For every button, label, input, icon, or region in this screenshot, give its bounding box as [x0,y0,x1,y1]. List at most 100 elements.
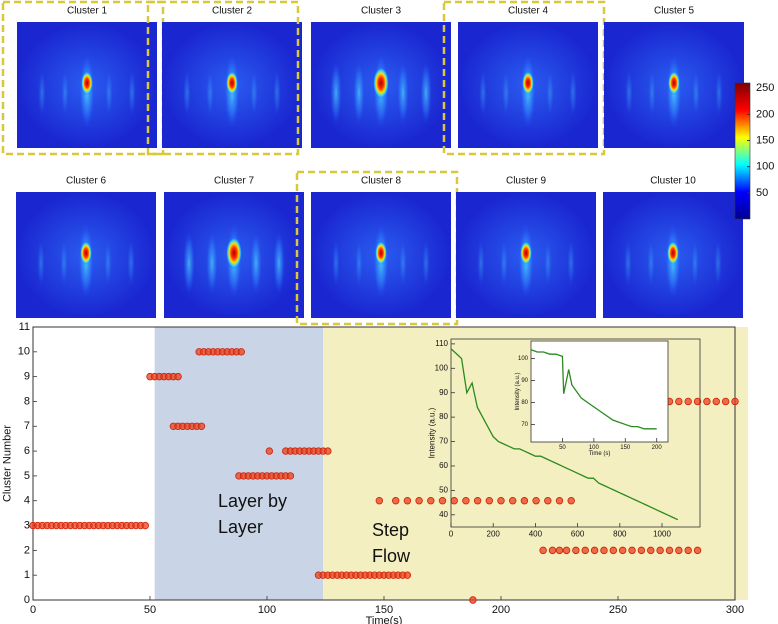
y-tick-label: 80 [521,400,528,406]
data-point [572,546,580,555]
diffraction-streak [250,69,258,117]
diffraction-streak [355,239,363,287]
data-point [532,497,540,505]
diffraction-streak [397,61,409,125]
y-tick-label: 4 [24,495,30,507]
x-tick-label: 50 [144,604,156,616]
specular-spot [373,67,389,99]
colorbar [734,82,751,220]
data-point [141,521,150,530]
diffraction-streak [647,239,655,287]
y-tick-label: 10 [18,346,30,358]
diffraction-streak [692,69,700,117]
data-point [581,546,589,555]
region-label: Layer by [218,491,287,511]
diffraction-streak [479,69,487,117]
diffraction-streak [422,239,430,287]
y-tick-label: 100 [518,356,529,362]
data-point [539,546,547,555]
data-point [324,447,332,455]
data-point [462,497,470,505]
x-tick-label: 50 [559,445,566,451]
diffraction-streak [715,69,723,117]
panel-title: Cluster 5 [654,6,694,17]
panel-title: Cluster 7 [214,176,254,187]
diffraction-streak [60,239,68,287]
diffraction-streak [691,239,699,287]
x-tick-label: 0 [30,604,36,616]
data-point [562,546,571,555]
data-point [403,571,412,579]
diffraction-streak [546,69,554,117]
y-axis-label: Intensity (a.u.) [515,372,521,410]
diffraction-streak [569,69,577,117]
data-point [590,546,599,555]
y-tick-label: 70 [521,422,528,428]
data-point [403,497,412,505]
diffraction-streak [206,69,214,117]
data-point [600,546,608,555]
x-tick-label: 800 [613,529,627,538]
specular-spot [81,71,93,95]
diffraction-streak [37,239,45,287]
specular-spot [520,241,532,265]
diffraction-streak [104,239,112,287]
inset-background [531,341,668,442]
colorbar-tick-label: 200 [756,108,774,120]
region-label: Flow [372,546,411,566]
panel-title: Cluster 1 [67,6,107,17]
data-point [415,497,423,505]
data-point [656,546,664,555]
panel-title: Cluster 8 [361,176,401,187]
data-point [647,546,655,555]
data-point [174,372,182,381]
data-point [684,397,692,406]
x-tick-label: 600 [571,529,585,538]
data-point [450,497,458,505]
data-point [438,497,447,505]
data-point [392,497,400,505]
x-axis-label: Time (s) [589,451,611,457]
panel-title: Cluster 4 [508,6,548,17]
data-point [265,447,274,455]
specular-spot [80,241,92,265]
x-tick-label: 400 [529,529,543,538]
data-point [675,397,683,406]
diffraction-streak [625,69,633,117]
data-point [637,546,646,555]
y-tick-label: 40 [439,510,448,519]
specular-spot [226,71,238,95]
colorbar-tick-label: 150 [756,134,774,146]
data-point [721,397,730,406]
data-point [618,546,627,555]
data-point [497,497,505,505]
data-point [665,546,674,555]
diffraction-streak [624,239,632,287]
y-tick-label: 6 [24,445,30,457]
y-axis-label: Cluster Number [2,425,14,502]
diffraction-streak [544,239,552,287]
y-tick-label: 11 [19,321,30,333]
region-label: Layer [218,517,263,537]
panel-title: Cluster 3 [361,6,401,17]
diffraction-streak [183,69,191,117]
y-tick-label: 70 [439,437,448,446]
diffraction-streak [420,61,432,125]
intensity-line [530,349,657,430]
region-shade [154,327,324,600]
diffraction-streak [353,61,365,125]
data-point [693,397,702,406]
x-tick-label: 200 [652,445,663,451]
data-point [485,497,493,505]
colorbar-tick-label: 100 [756,161,774,173]
region-label: Step [372,520,409,540]
y-tick-label: 7 [24,420,30,432]
x-tick-label: 1000 [653,529,671,538]
colorbar-tick-label: 250 [756,82,774,94]
diffraction-streak [206,231,218,295]
panel-title: Cluster 6 [66,176,106,187]
data-point [520,497,529,505]
y-tick-label: 8 [24,395,30,407]
